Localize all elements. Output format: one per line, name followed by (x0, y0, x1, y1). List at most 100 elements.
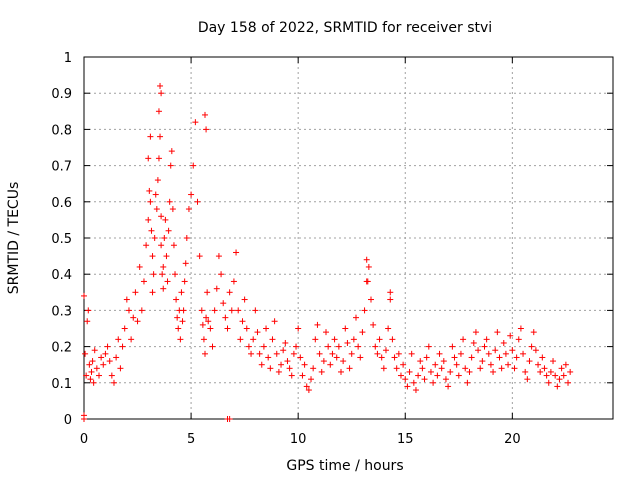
data-point (376, 336, 383, 343)
x-tick-label: 0 (80, 432, 88, 447)
data-point (475, 347, 482, 354)
data-point (163, 253, 170, 260)
data-point (179, 318, 186, 325)
data-point (224, 325, 231, 332)
data-point (378, 354, 385, 361)
data-point (532, 347, 539, 354)
y-axis-title: SRMTID / TECUs (6, 182, 22, 295)
data-point (215, 253, 222, 260)
data-point (364, 278, 371, 285)
y-tick-label: 0.1 (51, 377, 72, 392)
data-point (316, 350, 323, 357)
data-point (455, 372, 462, 379)
data-point (359, 329, 366, 336)
data-point (365, 263, 372, 270)
data-point (218, 271, 225, 278)
data-point (117, 365, 124, 372)
data-point (83, 372, 90, 379)
y-tick-label: 0.9 (51, 87, 72, 102)
data-point (121, 325, 128, 332)
data-point (470, 339, 477, 346)
data-point (140, 278, 147, 285)
data-point (535, 361, 542, 368)
data-point (314, 321, 321, 328)
data-point (87, 376, 94, 383)
data-point (522, 368, 529, 375)
data-point (350, 336, 357, 343)
data-point (108, 372, 115, 379)
data-point (100, 361, 107, 368)
data-point (119, 343, 126, 350)
data-point (393, 365, 400, 372)
data-point (363, 256, 370, 263)
data-point (245, 343, 252, 350)
data-point (209, 343, 216, 350)
data-point (468, 354, 475, 361)
data-point (130, 314, 137, 321)
data-point (410, 379, 417, 386)
data-point (565, 379, 572, 386)
data-point (159, 271, 166, 278)
data-point (374, 350, 381, 357)
data-point (182, 260, 189, 267)
data-point (338, 368, 345, 375)
data-point (211, 307, 218, 314)
x-axis-title: GPS time / hours (286, 458, 403, 474)
grid (84, 57, 613, 419)
y-tick-label: 0.6 (51, 196, 72, 211)
data-point (361, 307, 368, 314)
data-point (513, 354, 520, 361)
data-point (552, 372, 559, 379)
data-point (502, 350, 509, 357)
data-point (477, 365, 484, 372)
data-point (155, 155, 162, 162)
data-point (134, 318, 141, 325)
y-tick-label: 0 (64, 413, 72, 428)
data-point (472, 329, 479, 336)
data-point (462, 365, 469, 372)
data-point (427, 368, 434, 375)
data-point (128, 336, 135, 343)
data-point (385, 325, 392, 332)
data-point (200, 336, 207, 343)
data-point (248, 350, 255, 357)
data-point (243, 325, 250, 332)
data-point (168, 148, 175, 155)
data-point (185, 206, 192, 213)
data-point (408, 350, 415, 357)
y-tick-label: 1 (64, 51, 72, 66)
data-point (415, 372, 422, 379)
y-tick-label: 0.8 (51, 123, 72, 138)
data-point (430, 379, 437, 386)
data-point (194, 198, 201, 205)
data-point (205, 318, 212, 325)
data-point (235, 307, 242, 314)
data-point (451, 354, 458, 361)
data-point (166, 198, 173, 205)
data-point (453, 361, 460, 368)
data-point (331, 336, 338, 343)
data-point (320, 358, 327, 365)
data-point (260, 343, 267, 350)
data-point (138, 307, 145, 314)
data-point (562, 361, 569, 368)
y-tick-label: 0.4 (51, 268, 72, 283)
data-point (303, 383, 310, 390)
data-point (258, 361, 265, 368)
data-point (505, 361, 512, 368)
data-point (481, 343, 488, 350)
data-point (554, 383, 561, 390)
data-point (479, 358, 486, 365)
data-point (88, 368, 95, 375)
data-point (181, 278, 188, 285)
data-point (278, 361, 285, 368)
data-point (152, 191, 159, 198)
data-point (284, 358, 291, 365)
data-point (425, 343, 432, 350)
data-point (530, 329, 537, 336)
data-point (256, 350, 263, 357)
data-point (372, 343, 379, 350)
data-point (485, 350, 492, 357)
data-point (301, 361, 308, 368)
